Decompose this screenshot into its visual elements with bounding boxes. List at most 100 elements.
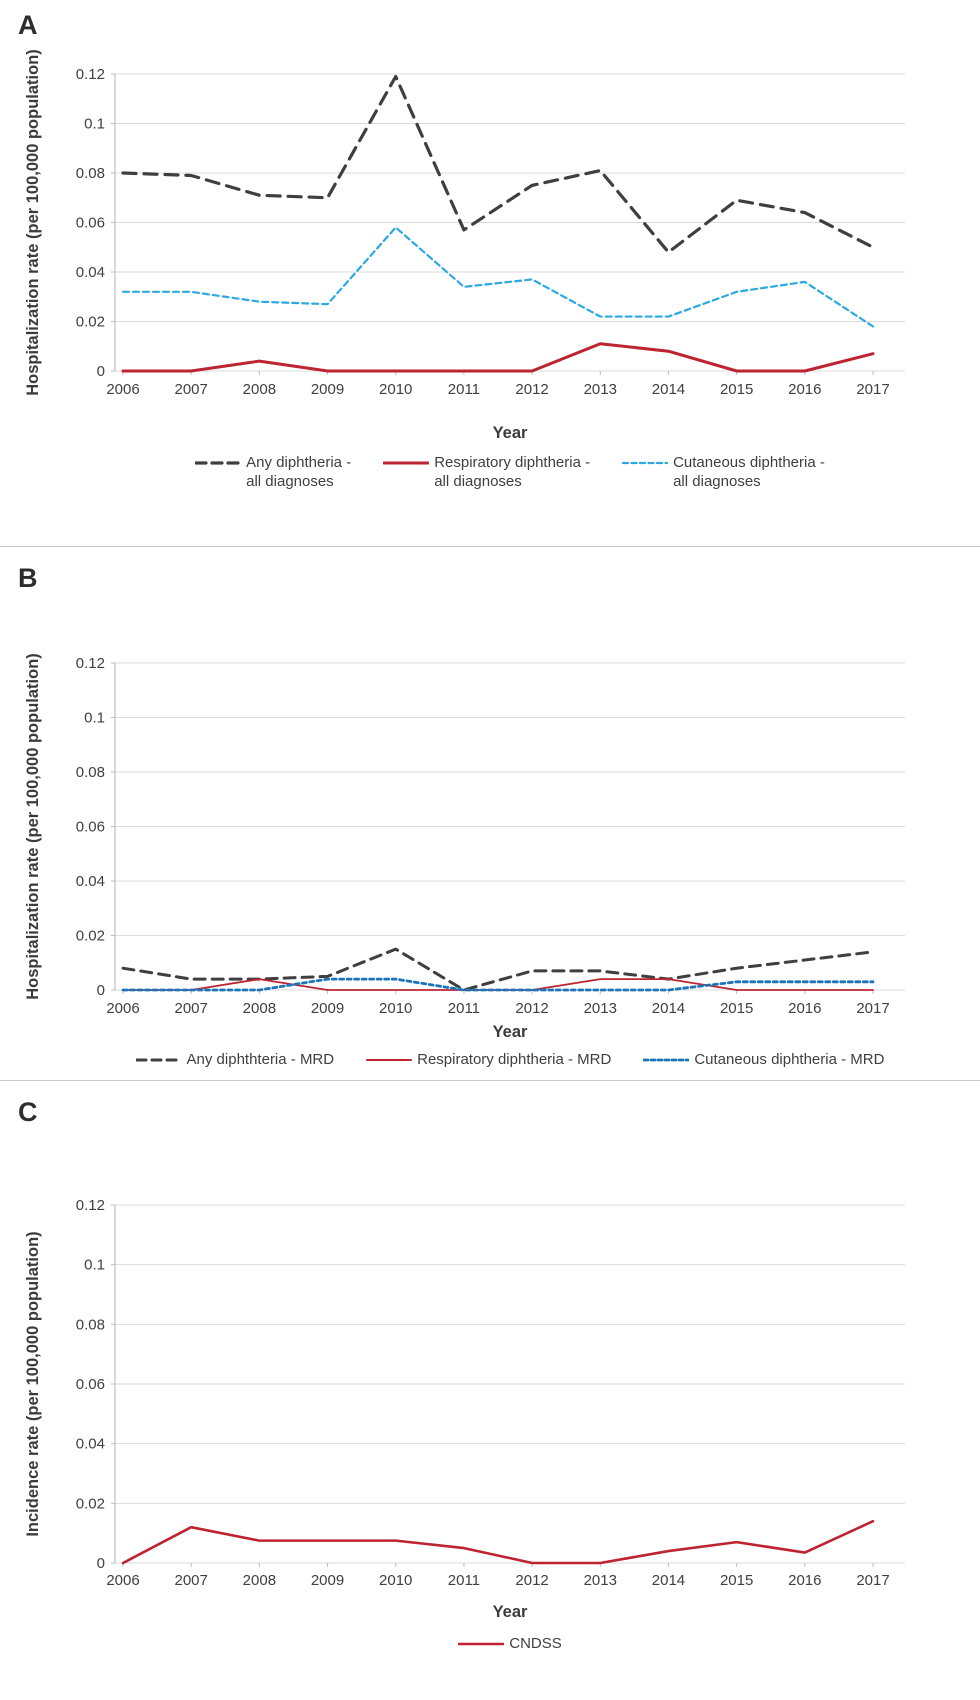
- x-tick-label: 2008: [243, 1000, 276, 1017]
- panel-a-gridlines: [111, 73, 905, 372]
- x-tick-label: 2016: [788, 381, 821, 398]
- panel-c-y-axis-title: Incidence rate (per 100,000 population): [24, 1231, 42, 1536]
- panel-c-legend: CNDSS: [115, 1634, 905, 1653]
- legend-item-any-diphtheria-all-diagnoses: Any diphtheria - all diagnoses: [195, 453, 351, 491]
- y-tick-label: 0.02: [76, 928, 105, 945]
- legend-marker-respiratory-diphtheria-mrd: [366, 1058, 413, 1061]
- series-cndss: [121, 1519, 875, 1565]
- legend-marker-respiratory-diphtheria-all-diagnoses: [383, 461, 430, 465]
- x-tick-label: 2016: [788, 1572, 821, 1589]
- panel-a-y-axis-title: Hospitalization rate (per 100,000 popula…: [24, 49, 42, 396]
- legend-label-any-diphtheria-all-diagnoses: Any diphtheria - all diagnoses: [246, 454, 352, 490]
- x-tick-label: 2013: [584, 1572, 617, 1589]
- x-tick-label: 2012: [515, 381, 548, 398]
- series-any-diphtheria-mrd: [121, 947, 875, 992]
- y-tick-label: 0.12: [76, 1197, 105, 1214]
- legend-marker-cndss: [458, 1642, 505, 1645]
- x-tick-label: 2012: [515, 1572, 548, 1589]
- legend-marker-cutaneous-diphtheria-all-diagnoses: [622, 461, 669, 465]
- legend-label-respiratory-diphtheria-all-diagnoses: Respiratory diphtheria - all diagnoses: [434, 454, 591, 490]
- legend-label-cndss: CNDSS: [509, 1635, 562, 1652]
- x-tick-label: 2006: [106, 381, 139, 398]
- legend-item-cutaneous-diphtheria-mrd: Cutaneous diphtheria - MRD: [643, 1050, 884, 1069]
- x-tick-label: 2007: [174, 1572, 207, 1589]
- y-tick-label: 0.02: [76, 1495, 105, 1512]
- y-tick-label: 0.04: [76, 264, 105, 281]
- panel-a-label: A: [18, 10, 38, 40]
- legend-item-respiratory-diphtheria-mrd: Respiratory diphtheria - MRD: [366, 1050, 611, 1069]
- panel-b-label: B: [18, 563, 38, 593]
- panel-b: B 0 0.02 0.04 0.06 0.08 0.1 0.12 2006 2007 2008 20…: [0, 547, 980, 1080]
- x-tick-label: 2016: [788, 1000, 821, 1017]
- x-tick-label: 2014: [652, 381, 685, 398]
- y-tick-label: 0.08: [76, 165, 105, 182]
- legend-label-cutaneous-diphtheria-all-diagnoses: Cutaneous diphtheria - all diagnoses: [673, 454, 825, 490]
- x-tick-label: 2017: [856, 381, 889, 398]
- x-tick-label: 2007: [174, 381, 207, 398]
- x-tick-label: 2017: [856, 1572, 889, 1589]
- y-tick-label: 0.12: [76, 66, 105, 83]
- x-tick-label: 2009: [311, 1572, 344, 1589]
- y-tick-label: 0.08: [76, 1316, 105, 1333]
- y-tick-label: 0.1: [84, 1257, 105, 1274]
- panel-b-y-axis-title: Hospitalization rate (per 100,000 popula…: [24, 653, 42, 1000]
- x-tick-label: 2011: [448, 1000, 480, 1017]
- panel-a-legend: Any diphtheria - all diagnoses Respirator…: [115, 453, 905, 491]
- x-tick-label: 2009: [311, 381, 344, 398]
- panel-c-chart: 0 0.02 0.04 0.06 0.08 0.1 0.12 2006 2007 2008 2009…: [24, 1197, 905, 1589]
- panel-c-x-axis-title: Year: [492, 1603, 528, 1621]
- x-tick-label: 2013: [584, 381, 617, 398]
- panel-c-label: C: [18, 1097, 38, 1127]
- y-tick-label: 0.06: [76, 1376, 105, 1393]
- panel-a: A 0 0.02 0.04 0.06 0.08 0.1 0.12 2006 2007 2008 20…: [0, 0, 980, 546]
- panel-b-chart: 0 0.02 0.04 0.06 0.08 0.1 0.12 2006 2007 2008 2009…: [24, 653, 905, 1017]
- y-tick-label: 0.08: [76, 764, 105, 781]
- y-tick-label: 0.04: [76, 1436, 105, 1453]
- y-tick-label: 0.06: [76, 819, 105, 836]
- series-cutaneous-diphtheria-all-diagnoses: [121, 226, 875, 328]
- legend-item-cutaneous-diphtheria-all-diagnoses: Cutaneous diphtheria - all diagnoses: [622, 453, 825, 491]
- legend-marker-any-diphtheria-mrd: [135, 1058, 182, 1061]
- x-tick-label: 2015: [720, 1572, 753, 1589]
- panel-a-x-axis-title: Year: [492, 424, 528, 442]
- panel-b-x-axis-title: Year: [492, 1023, 528, 1041]
- panel-c-gridlines: [111, 1204, 905, 1564]
- y-tick-label: 0.1: [84, 710, 105, 727]
- x-tick-label: 2010: [379, 381, 412, 398]
- panel-divider-2: [0, 1080, 980, 1081]
- legend-item-respiratory-diphtheria-all-diagnoses: Respiratory diphtheria - all diagnoses: [383, 453, 590, 491]
- x-tick-label: 2010: [379, 1572, 412, 1589]
- x-tick-label: 2008: [243, 1572, 276, 1589]
- y-tick-label: 0.04: [76, 873, 105, 890]
- x-tick-label: 2013: [584, 1000, 617, 1017]
- legend-item-cndss: CNDSS: [458, 1634, 562, 1653]
- x-tick-label: 2008: [243, 381, 276, 398]
- series-any-diphtheria-all-diagnoses: [121, 74, 875, 254]
- x-tick-label: 2009: [311, 1000, 344, 1017]
- y-tick-label: 0.1: [84, 116, 105, 133]
- y-tick-label: 0.06: [76, 215, 105, 232]
- x-tick-label: 2006: [106, 1000, 139, 1017]
- legend-marker-any-diphtheria-all-diagnoses: [195, 461, 242, 465]
- x-tick-label: 2015: [720, 1000, 753, 1017]
- x-tick-label: 2015: [720, 381, 753, 398]
- x-tick-label: 2012: [515, 1000, 548, 1017]
- x-tick-label: 2010: [379, 1000, 412, 1017]
- y-tick-label: 0: [97, 982, 105, 999]
- x-tick-label: 2011: [448, 381, 480, 398]
- x-tick-label: 2014: [652, 1572, 685, 1589]
- x-tick-label: 2006: [106, 1572, 139, 1589]
- legend-marker-cutaneous-diphtheria-mrd: [643, 1058, 690, 1061]
- panel-a-chart: 0 0.02 0.04 0.06 0.08 0.1 0.12 2006 2007 2008 2009…: [24, 49, 905, 398]
- series-respiratory-diphtheria-all-diagnoses: [121, 342, 875, 373]
- x-tick-label: 2007: [174, 1000, 207, 1017]
- x-tick-label: 2017: [856, 1000, 889, 1017]
- panel-b-gridlines: [111, 662, 905, 991]
- series-cutaneous-diphtheria-mrd: [121, 977, 875, 992]
- legend-label-respiratory-diphtheria-mrd: Respiratory diphtheria - MRD: [417, 1051, 612, 1068]
- panel-c: C 0 0.02 0.04 0.06 0.08 0.1 0.12 2006 2007 2008 20…: [0, 1081, 980, 1700]
- panel-divider-1: [0, 546, 980, 547]
- legend-item-any-diphtheria-mrd: Any diphthteria - MRD: [135, 1050, 334, 1069]
- x-tick-label: 2011: [448, 1572, 480, 1589]
